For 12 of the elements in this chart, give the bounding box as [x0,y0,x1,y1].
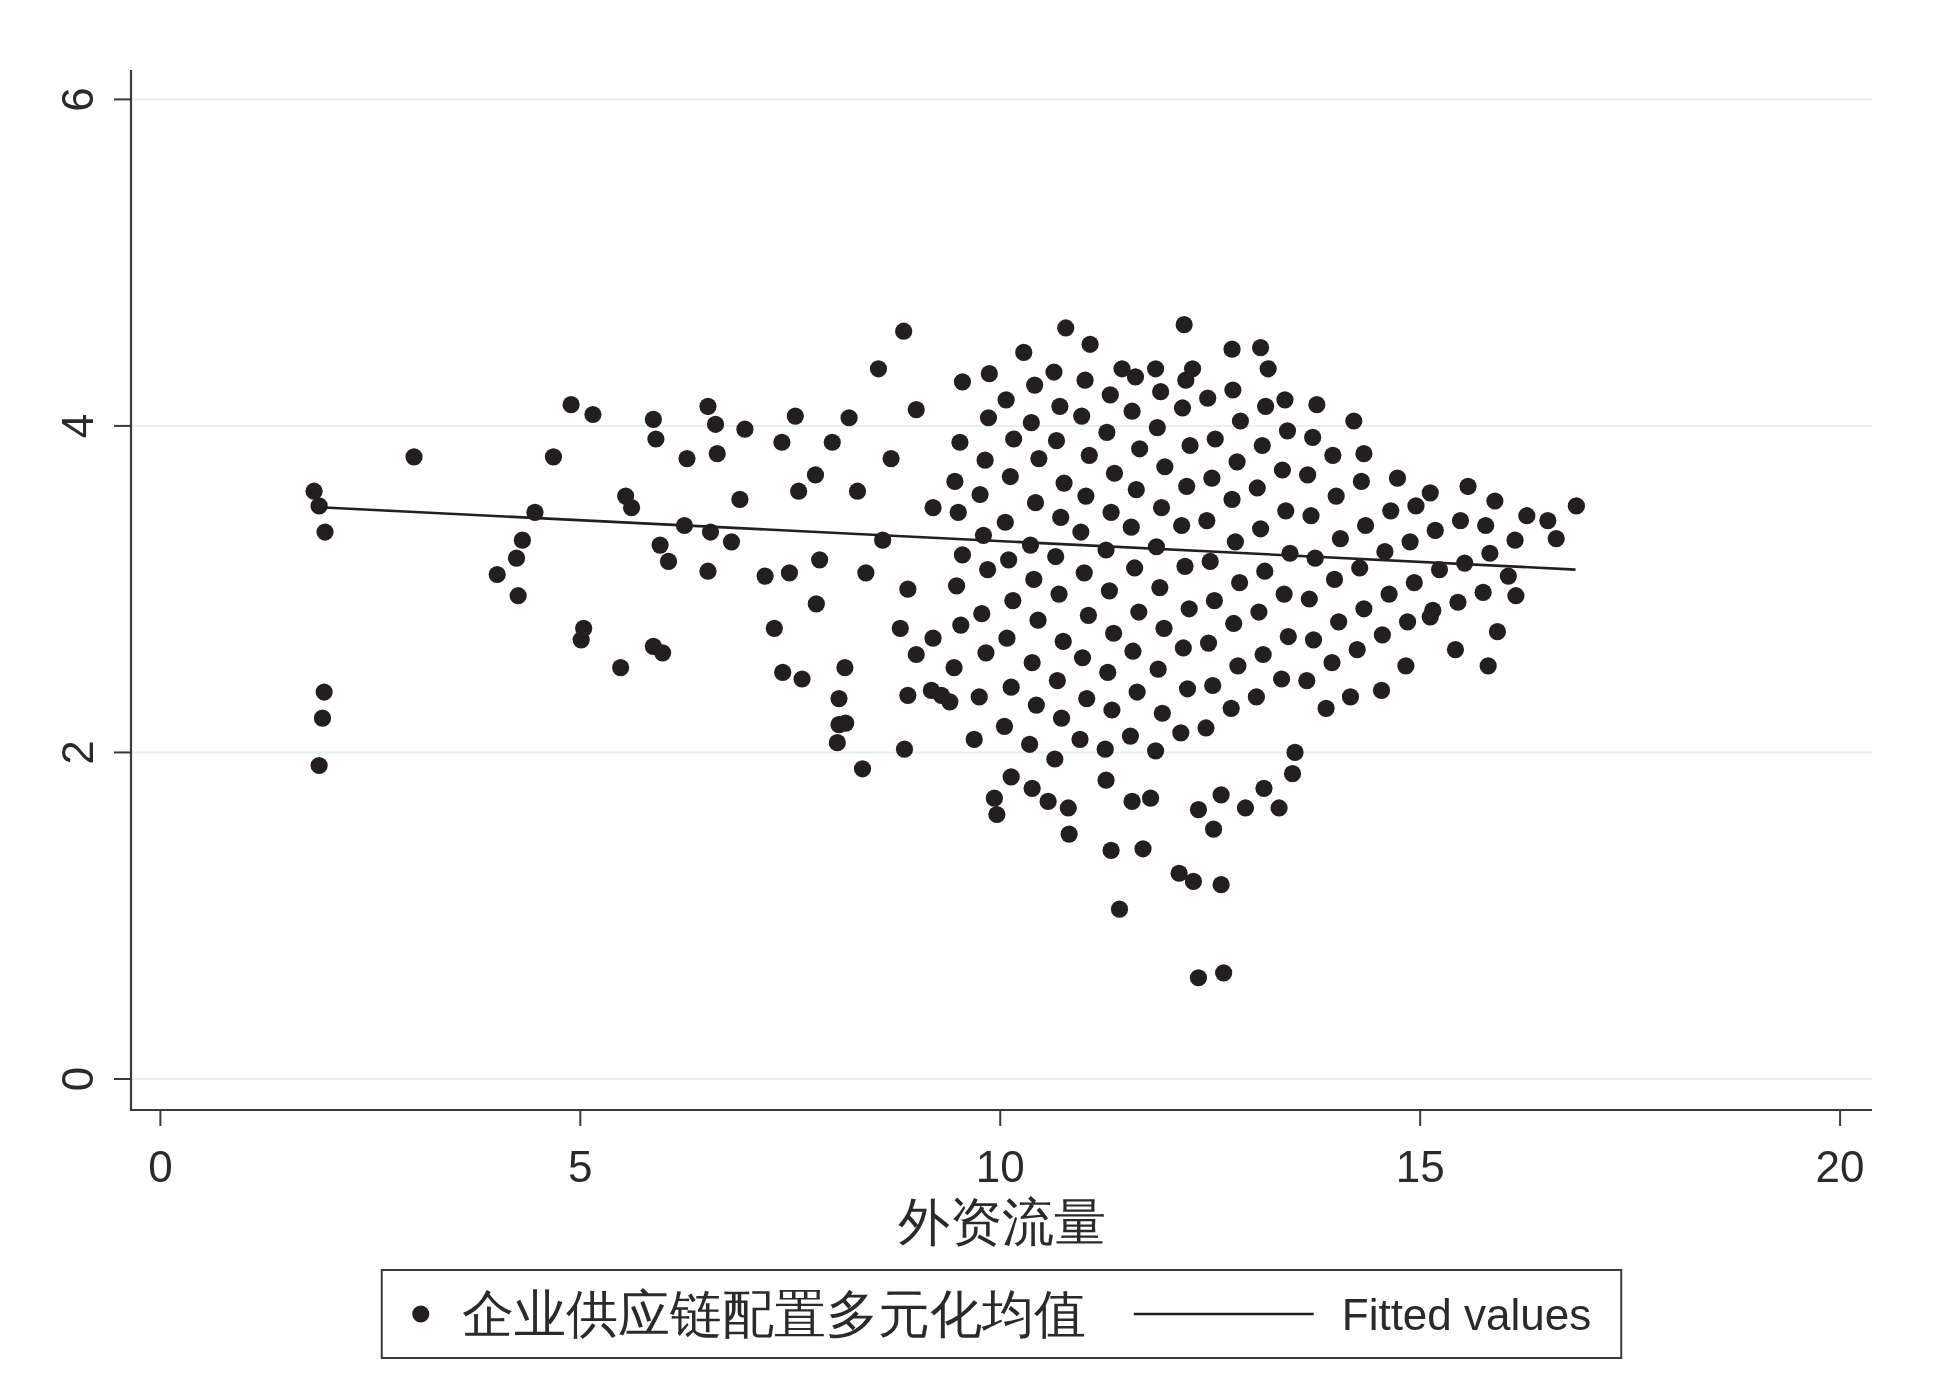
y-tick-label: 0 [53,1066,103,1092]
legend-label: Fitted values [1341,1289,1592,1339]
x-tick-label: 20 [1815,1142,1865,1191]
x-axis-title: 外资流量 [897,1193,1106,1251]
x-tick-label: 0 [148,1142,173,1191]
x-tick-label: 10 [975,1142,1025,1191]
y-tick-label: 6 [53,87,103,112]
legend-label: 企业供应链配置多元化均值 [461,1285,1086,1343]
y-tick-label: 2 [53,740,103,765]
y-tick-label: 4 [53,413,103,439]
x-tick-label: 15 [1395,1142,1445,1191]
x-tick-label: 5 [568,1142,593,1191]
